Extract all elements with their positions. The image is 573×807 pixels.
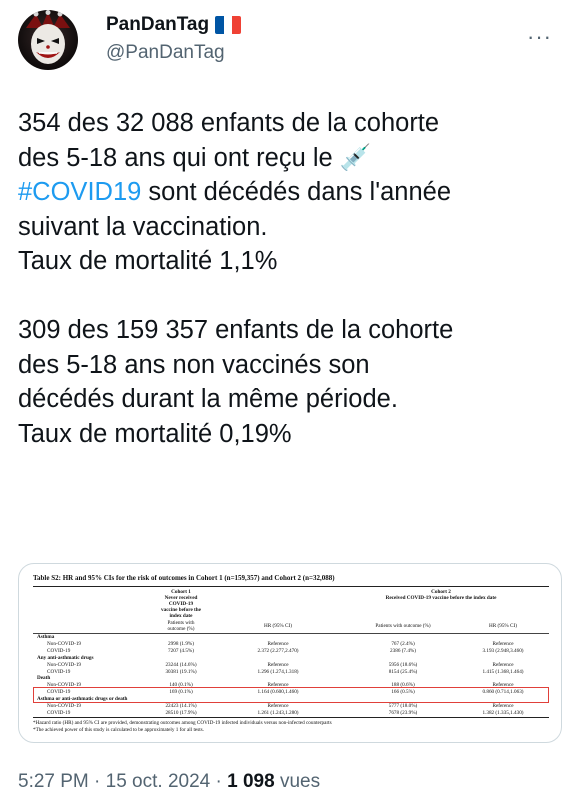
col-hr-2: HR (95% CI) (489, 623, 517, 629)
table-row: COVID-19 30381 (19.1%) 1.296 (1.274,1.318)… (33, 669, 549, 676)
col-patients: Patients with outcome (%) (167, 620, 195, 632)
table-cell: 140 (0.1%) (169, 682, 193, 689)
table-cell: 2386 (7.4%) (390, 647, 416, 654)
table-cell: Non-COVID-19 (47, 661, 82, 668)
tweet-header: PanDanTag @PanDanTag ··· (18, 10, 558, 70)
tweet-text-part: sont décédés dans l'année suivant la vac… (18, 178, 454, 448)
hashtag-link[interactable]: #COVID19 (18, 178, 142, 206)
author-handle[interactable]: @PanDanTag (106, 42, 225, 63)
table-cell: Asthma or anti-asthmatic drugs or death (37, 696, 128, 703)
table-cell: 0.860 (0.714,1.063) (482, 689, 524, 696)
embedded-table-image: Table S2: HR and 95% CIs for the risk of… (33, 574, 549, 734)
table-row: Asthma or anti-asthmatic drugs or death (33, 696, 549, 703)
death-row-highlight (33, 687, 549, 703)
cohort1-header: Cohort 1 Never received COVID-19 vaccine… (161, 589, 201, 619)
author-display-name[interactable]: PanDanTag (106, 14, 242, 36)
table-cell: COVID-19 (47, 689, 71, 696)
table-cell: 169 (0.1%) (169, 689, 193, 696)
table-cell: Reference (267, 640, 289, 647)
table-title: Table S2: HR and 95% CIs for the risk of… (33, 574, 335, 582)
table-row: Non-COVID-19 23244 (14.6%) Reference 5956 (… (33, 662, 549, 669)
table-cell: 1.382 (1.335,1.430) (482, 709, 524, 716)
table-row: Non-COVID-19 140 (0.1%) Reference 188 (0.6%… (33, 682, 549, 689)
views-count: 1 098 (227, 771, 275, 792)
france-flag-icon (215, 16, 242, 34)
table-cell: 2998 (1.9%) (168, 640, 194, 647)
tweet-timestamp[interactable]: 5:27 PM · 15 oct. 2024 · (18, 771, 228, 792)
table-cell: 767 (2.4%) (391, 640, 415, 647)
table-row: Death (33, 675, 549, 682)
syringe-icon: 💉 (339, 143, 372, 172)
tweet-meta: 5:27 PM · 15 oct. 2024 · 1 098 vues (18, 770, 320, 794)
table-cell: 2.372 (2.277,2.470) (257, 647, 299, 654)
table-row: COVID-19 28510 (17.9%) 1.261 (1.243,1.280)… (33, 710, 549, 717)
tweet-text: 354 des 32 088 enfants de la cohorte des… (18, 106, 563, 451)
table-cell: Death (37, 675, 51, 682)
table-cell: 28510 (17.9%) (165, 709, 197, 716)
joker-avatar-icon[interactable] (18, 10, 78, 70)
table-cell: 7207 (4.5%) (168, 647, 194, 654)
table-note-1: *Hazard ratio (HR) and 95% CI are provid… (33, 720, 332, 726)
table-cell: 3.193 (2.948,3.460) (482, 647, 524, 654)
tweet-media-image[interactable]: Table S2: HR and 95% CIs for the risk of… (18, 563, 562, 743)
table-cell: Reference (492, 640, 514, 647)
table-cell: Non-COVID-19 (47, 640, 82, 647)
tweet-text-part: 354 des 32 088 enfants de la cohorte des… (18, 109, 440, 172)
table-cell: Reference (492, 661, 514, 668)
col-patients-2: Patients with outcome (%) (375, 623, 431, 629)
data-table: Cohort 1 Never received COVID-19 vaccine… (33, 586, 549, 718)
display-name-text[interactable]: PanDanTag (106, 14, 210, 35)
table-cell: 1.261 (1.243,1.280) (257, 709, 299, 716)
table-cell: Reference (267, 703, 289, 709)
table-cell: Asthma (37, 634, 55, 640)
table-cell: 166 (0.5%) (391, 689, 415, 696)
col-hr: HR (95% CI) (264, 623, 292, 629)
table-row: Non-COVID-19 22423 (14.1%) Reference 5777 (… (33, 703, 549, 710)
table-cell: Reference (492, 682, 514, 689)
table-cell: 30381 (19.1%) (165, 668, 197, 675)
table-row: COVID-19 169 (0.1%) 1.164 (0.600,1.460) 166… (33, 689, 549, 696)
table-cell: 5956 (18.6%) (388, 661, 418, 668)
table-cell: Reference (492, 703, 514, 709)
table-cell: COVID-19 (47, 668, 71, 675)
table-cell: 5777 (18.0%) (388, 703, 418, 709)
table-cell: 8154 (25.4%) (388, 668, 418, 675)
table-cell: Non-COVID-19 (47, 682, 82, 689)
table-row: Asthma (33, 634, 549, 641)
more-horizontal-icon[interactable]: ··· (527, 24, 552, 49)
table-cell: Any anti-asthmatic drugs (37, 654, 94, 661)
table-cell: Non-COVID-19 (47, 703, 82, 709)
table-cell: 7678 (23.9%) (388, 709, 418, 716)
table-cell: 1.296 (1.274,1.318) (257, 668, 299, 675)
table-cell: 22423 (14.1%) (165, 703, 197, 709)
table-cell: COVID-19 (47, 709, 71, 716)
table-cell: Reference (267, 682, 289, 689)
table-row: COVID-19 7207 (4.5%) 2.372 (2.277,2.470) 23… (33, 648, 549, 655)
table-note-2: *The achieved power of this study is cal… (33, 727, 204, 733)
table-cell: COVID-19 (47, 647, 71, 654)
table-cell: 188 (0.6%) (391, 682, 415, 689)
table-row: Any anti-asthmatic drugs (33, 655, 549, 662)
table-cell: Reference (267, 661, 289, 668)
table-row: Non-COVID-19 2998 (1.9%) Reference 767 (2.4… (33, 641, 549, 648)
table-cell: 23244 (14.6%) (165, 661, 197, 668)
table-cell: 1.164 (0.600,1.460) (257, 689, 299, 696)
views-label: vues (274, 771, 321, 792)
cohort2-header: Cohort 2 Received COVID-19 vaccine befor… (385, 589, 497, 601)
table-cell: 1.415 (1.368,1.464) (482, 668, 524, 675)
